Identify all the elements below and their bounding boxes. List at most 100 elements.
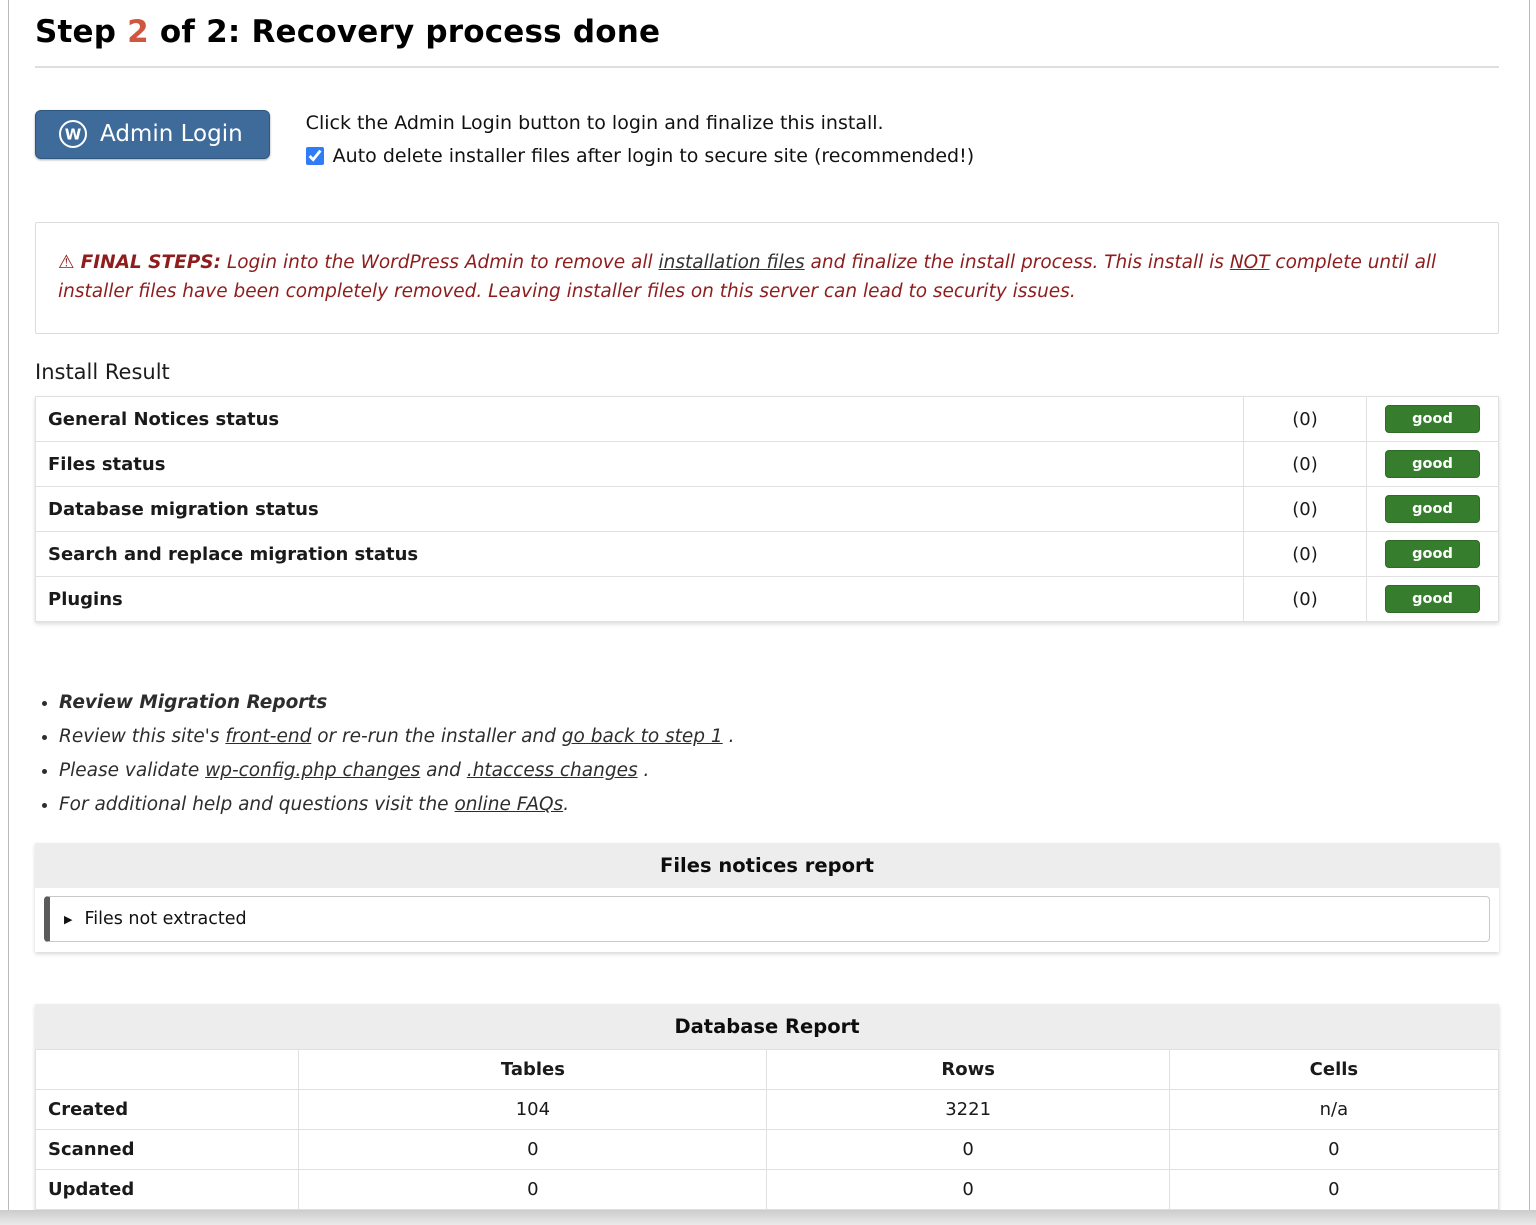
install-result-table: General Notices status (0) good Files st…	[35, 396, 1499, 623]
note-frontend: Review this site's front-end or re-run t…	[59, 726, 1499, 747]
auto-delete-checkbox[interactable]	[305, 147, 324, 165]
caret-right-icon: ▶	[64, 912, 73, 926]
note-text: For additional help and questions visit …	[59, 794, 455, 816]
online-faqs-link[interactable]: online FAQs	[454, 794, 564, 816]
database-report-section: Database Report Tables Rows Cells Create…	[34, 1004, 1500, 1211]
htaccess-changes-link[interactable]: .htaccess changes	[466, 760, 638, 782]
post-install-notes: Review Migration Reports Review this sit…	[35, 692, 1499, 815]
table-row: Search and replace migration status (0) …	[35, 531, 1499, 578]
page-title-part2: of 2: Recovery process done	[148, 14, 661, 50]
result-row-count: (0)	[1243, 531, 1367, 578]
note-text: .	[722, 726, 735, 748]
table-header-row: Tables Rows Cells	[34, 1049, 1500, 1091]
status-badge[interactable]: good	[1385, 450, 1480, 479]
final-steps-warning: ⚠ FINAL STEPS: Login into the WordPress A…	[35, 222, 1499, 335]
step-number: 2	[127, 14, 149, 50]
note-text: and	[420, 760, 467, 782]
note-review-reports: Review Migration Reports	[59, 692, 1499, 713]
wordpress-icon: W	[58, 119, 88, 149]
db-cell-cells: n/a	[1168, 1089, 1500, 1131]
note-text: or re-run the installer and	[311, 726, 562, 748]
note-text: .	[637, 760, 650, 782]
page-bottom-shadow	[0, 1210, 1536, 1225]
go-back-step1-link[interactable]: go back to step 1	[561, 726, 723, 748]
table-row: Updated 0 0 0	[34, 1169, 1500, 1211]
warning-label: FINAL STEPS:	[80, 252, 222, 273]
admin-login-row: W Admin Login Click the Admin Login butt…	[35, 110, 1499, 167]
installer-card: Step 2 of 2: Recovery process done W Adm…	[8, 0, 1530, 1211]
result-row-count: (0)	[1243, 576, 1367, 623]
files-report-body: ▶ Files not extracted	[35, 888, 1499, 952]
note-validate: Please validate wp-config.php changes an…	[59, 760, 1499, 781]
install-result-heading: Install Result	[35, 360, 170, 385]
result-row-label: Search and replace migration status	[35, 531, 1244, 578]
result-row-count: (0)	[1243, 441, 1367, 488]
wp-config-changes-link[interactable]: wp-config.php changes	[205, 760, 421, 782]
db-row-label: Updated	[34, 1169, 300, 1211]
files-report-title: Files notices report	[35, 843, 1499, 889]
result-row-badge-cell: good	[1366, 576, 1499, 623]
installation-files-link[interactable]: installation files	[658, 252, 805, 273]
result-row-label: Plugins	[35, 576, 1244, 623]
admin-texts: Click the Admin Login button to login an…	[305, 110, 975, 167]
db-row-label: Created	[34, 1089, 300, 1131]
note-text: Review Migration Reports	[59, 692, 328, 714]
db-cell-tables: 0	[298, 1169, 768, 1211]
database-report-title: Database Report	[35, 1004, 1499, 1050]
result-row-label: Files status	[35, 441, 1244, 488]
auto-delete-row: Auto delete installer files after login …	[305, 145, 975, 167]
db-col-rows: Rows	[766, 1049, 1170, 1091]
result-row-badge-cell: good	[1366, 441, 1499, 488]
db-cell-rows: 0	[766, 1129, 1170, 1171]
auto-delete-label: Auto delete installer files after login …	[332, 145, 975, 167]
admin-login-button[interactable]: W Admin Login	[35, 110, 270, 159]
page-title: Step 2 of 2: Recovery process done	[35, 14, 1499, 50]
db-cell-cells: 0	[1168, 1169, 1500, 1211]
warning-not-emphasis: NOT	[1229, 252, 1270, 273]
note-text: Review this site's	[59, 726, 226, 748]
result-row-label: General Notices status	[35, 396, 1244, 443]
status-badge[interactable]: good	[1385, 540, 1480, 569]
table-row: Plugins (0) good	[35, 576, 1499, 623]
result-row-badge-cell: good	[1366, 531, 1499, 578]
admin-login-label: Admin Login	[100, 121, 243, 147]
db-cell-rows: 3221	[766, 1089, 1170, 1131]
files-notices-report-section: Files notices report ▶ Files not extract…	[35, 843, 1499, 953]
front-end-link[interactable]: front-end	[225, 726, 312, 748]
status-badge[interactable]: good	[1385, 405, 1480, 434]
title-divider	[35, 66, 1499, 68]
db-col-empty	[34, 1049, 300, 1091]
database-report-table: Tables Rows Cells Created 104 3221 n/a S…	[34, 1049, 1500, 1211]
warning-text-1: Login into the WordPress Admin to remove…	[221, 252, 659, 273]
note-help: For additional help and questions visit …	[59, 794, 1499, 815]
result-row-badge-cell: good	[1366, 396, 1499, 443]
db-row-label: Scanned	[34, 1129, 300, 1171]
db-cell-rows: 0	[766, 1169, 1170, 1211]
files-not-extracted-accordion[interactable]: ▶ Files not extracted	[44, 896, 1490, 943]
result-row-label: Database migration status	[35, 486, 1244, 533]
admin-instruction: Click the Admin Login button to login an…	[305, 112, 884, 134]
db-col-tables: Tables	[298, 1049, 768, 1091]
db-cell-cells: 0	[1168, 1129, 1500, 1171]
db-cell-tables: 0	[298, 1129, 768, 1171]
note-text: Please validate	[59, 760, 206, 782]
db-col-cells: Cells	[1168, 1049, 1500, 1091]
table-row: Created 104 3221 n/a	[34, 1089, 1500, 1131]
db-cell-tables: 104	[298, 1089, 768, 1131]
result-row-badge-cell: good	[1366, 486, 1499, 533]
page-title-part1: Step	[35, 14, 128, 50]
note-text: .	[563, 794, 570, 816]
warning-text-3: complete until all installer files have …	[58, 252, 1437, 303]
warning-icon: ⚠	[58, 252, 75, 273]
status-badge[interactable]: good	[1385, 585, 1480, 614]
table-row: Database migration status (0) good	[35, 486, 1499, 533]
accordion-label: Files not extracted	[84, 909, 247, 930]
status-badge[interactable]: good	[1385, 495, 1480, 524]
result-row-count: (0)	[1243, 486, 1367, 533]
warning-text-2: and finalize the install process. This i…	[804, 252, 1230, 273]
table-row: General Notices status (0) good	[35, 396, 1499, 443]
svg-text:W: W	[65, 126, 82, 144]
result-row-count: (0)	[1243, 396, 1367, 443]
table-row: Scanned 0 0 0	[34, 1129, 1500, 1171]
